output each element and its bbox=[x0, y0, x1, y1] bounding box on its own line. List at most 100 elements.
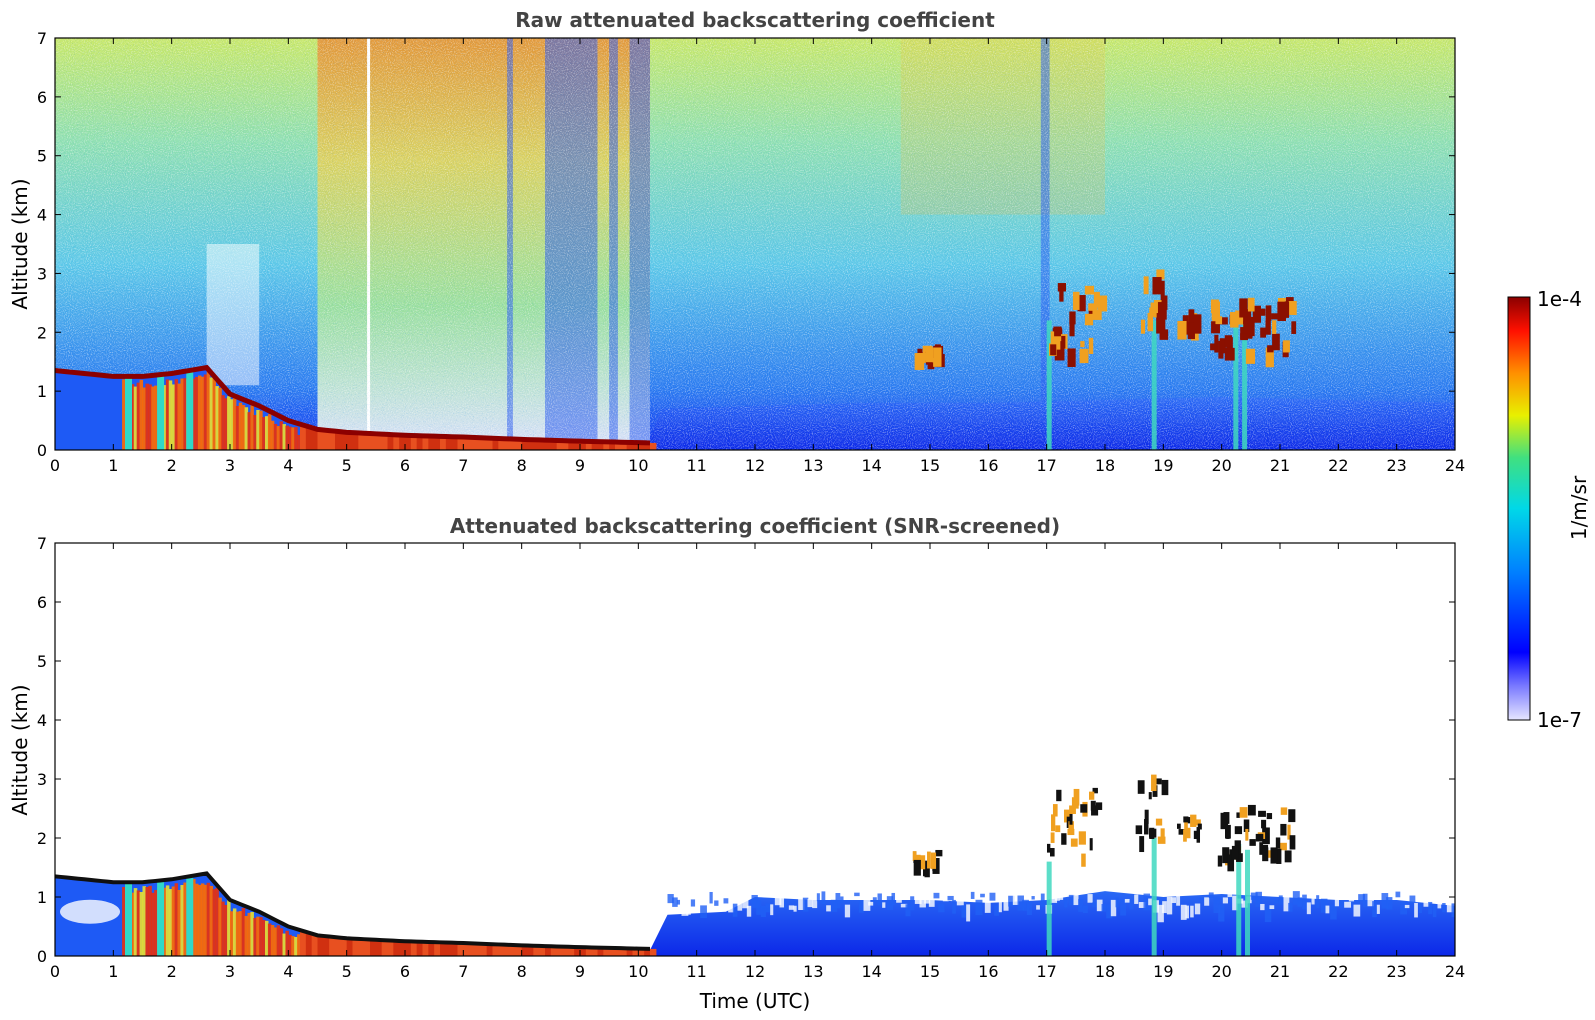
raw-aerosol-column bbox=[267, 414, 272, 450]
raw-aerosol-column bbox=[212, 377, 216, 450]
screened-aerosol-column bbox=[174, 883, 179, 956]
raw-cloud-cell bbox=[1288, 301, 1297, 315]
raw-surface-layer bbox=[556, 440, 564, 450]
panel1-xtick-label: 20 bbox=[1211, 456, 1231, 475]
screened-precip-streak bbox=[1046, 861, 1052, 956]
raw-cloud-cell bbox=[1224, 335, 1232, 347]
raw-cloud-cell bbox=[1252, 305, 1261, 323]
screened-aerosol-column bbox=[215, 887, 219, 956]
screened-aerosol-column bbox=[267, 923, 272, 956]
screened-heatmap-image bbox=[55, 543, 1455, 956]
screened-aerosol-column bbox=[206, 882, 211, 956]
screened-aerosol-column bbox=[227, 900, 231, 956]
screened-layer-edge bbox=[1232, 895, 1238, 911]
screened-layer-edge bbox=[1017, 895, 1024, 911]
screened-cloud-cell bbox=[1151, 774, 1157, 792]
screened-layer-edge bbox=[1288, 902, 1293, 912]
screened-surface-layer bbox=[615, 948, 622, 956]
panel2-ytick-label: 5 bbox=[37, 652, 47, 671]
screened-layer-edge bbox=[1143, 893, 1151, 911]
raw-cloud-cell bbox=[1160, 280, 1165, 301]
screened-aerosol-column bbox=[197, 884, 202, 956]
screened-cloud-cell bbox=[1139, 836, 1145, 853]
raw-aerosol-column bbox=[130, 384, 135, 450]
colorbar-min-label: 1e-7 bbox=[1537, 708, 1582, 732]
screened-cloud-cell bbox=[1069, 812, 1073, 825]
raw-surface-layer bbox=[457, 436, 464, 450]
screened-surface-layer bbox=[580, 947, 587, 956]
raw-cloud-cell bbox=[917, 353, 927, 361]
screened-layer-edge bbox=[840, 896, 844, 903]
raw-surface-layer bbox=[434, 436, 441, 450]
screened-aerosol-column bbox=[136, 890, 141, 956]
screened-surface-layer bbox=[457, 942, 464, 956]
raw-aerosol-column bbox=[291, 427, 295, 450]
screened-surface-layer bbox=[434, 942, 441, 956]
screened-aerosol-column bbox=[200, 883, 205, 956]
raw-surface-layer bbox=[311, 427, 319, 450]
screened-layer-edge bbox=[704, 895, 711, 900]
screened-aerosol-column bbox=[142, 886, 146, 956]
panel1-xtick-label: 11 bbox=[686, 456, 706, 475]
screened-aerosol-column bbox=[177, 889, 181, 956]
screened-layer-edge bbox=[975, 899, 983, 916]
raw-cloud-cell bbox=[1193, 314, 1202, 334]
panel2-xtick-label: 7 bbox=[458, 962, 468, 981]
screened-cloud-cell bbox=[1243, 819, 1250, 832]
raw-cloud-cell bbox=[1230, 312, 1239, 328]
raw-boundary-top-line bbox=[55, 364, 651, 446]
screened-cloud-cell bbox=[1239, 807, 1248, 818]
raw-surface-layer bbox=[568, 440, 575, 450]
screened-layer-edge bbox=[849, 892, 854, 896]
panel2-ytick-label: 4 bbox=[37, 711, 47, 730]
screened-layer-edge bbox=[1208, 892, 1214, 899]
screened-surface-layer bbox=[486, 943, 494, 956]
raw-cloud-cell bbox=[1177, 320, 1187, 340]
screened-cloud-cell bbox=[1063, 809, 1070, 823]
panel2-xtick-label: 16 bbox=[978, 962, 998, 981]
raw-aerosol-column bbox=[250, 405, 254, 450]
screened-aerosol-column bbox=[253, 917, 257, 956]
screened-layer-edge bbox=[956, 899, 964, 906]
screened-cloud-cell bbox=[1092, 787, 1098, 794]
screened-surface-layer bbox=[603, 947, 610, 956]
screened-cloud-cell bbox=[1220, 812, 1229, 830]
raw-surface-layer bbox=[480, 437, 488, 450]
screened-layer-edge bbox=[1325, 905, 1330, 914]
screened-cloud-cell bbox=[1247, 804, 1256, 816]
screened-cloud-cell bbox=[918, 855, 926, 870]
screened-background bbox=[55, 543, 1455, 956]
panel1-xtick-label: 19 bbox=[1153, 456, 1173, 475]
raw-aerosol-column bbox=[168, 380, 173, 450]
screened-layer-edge bbox=[1269, 905, 1275, 910]
screened-layer-edge bbox=[1087, 894, 1093, 903]
raw-cloud-cell bbox=[1143, 276, 1149, 295]
screened-aerosol-column bbox=[241, 907, 246, 956]
raw-aerosol-column bbox=[262, 417, 266, 450]
screened-layer-edge bbox=[924, 895, 931, 904]
screened-cloud-cell bbox=[1144, 809, 1149, 824]
screened-layer-edge bbox=[1353, 904, 1361, 917]
screened-surface-layer bbox=[381, 940, 389, 956]
screened-layer-edge bbox=[1250, 892, 1258, 900]
raw-cloud-cell bbox=[1156, 269, 1165, 280]
screened-aerosol-column bbox=[244, 915, 249, 956]
screened-layer-edge bbox=[760, 905, 766, 918]
raw-aerosol-column bbox=[148, 384, 152, 450]
screened-cloud-cell bbox=[1266, 850, 1272, 858]
screened-surface-layer bbox=[375, 939, 383, 956]
screened-cloud-cell bbox=[1089, 791, 1095, 800]
screened-cloud-cell bbox=[1234, 826, 1243, 835]
screened-layer-edge bbox=[928, 896, 935, 907]
raw-surface-layer bbox=[387, 434, 394, 450]
screened-layer-edge bbox=[1059, 893, 1064, 900]
screened-layer-edge bbox=[966, 904, 971, 922]
screened-layer-edge bbox=[1054, 895, 1060, 901]
raw-surface-layer bbox=[574, 440, 581, 450]
raw-aerosol-column bbox=[206, 371, 211, 450]
raw-surface-layer bbox=[410, 435, 418, 450]
screened-layer-edge bbox=[1306, 902, 1311, 915]
raw-surface-layer bbox=[486, 437, 494, 450]
raw-surface-layer bbox=[393, 434, 400, 450]
panel2-xtick-label: 10 bbox=[628, 962, 648, 981]
